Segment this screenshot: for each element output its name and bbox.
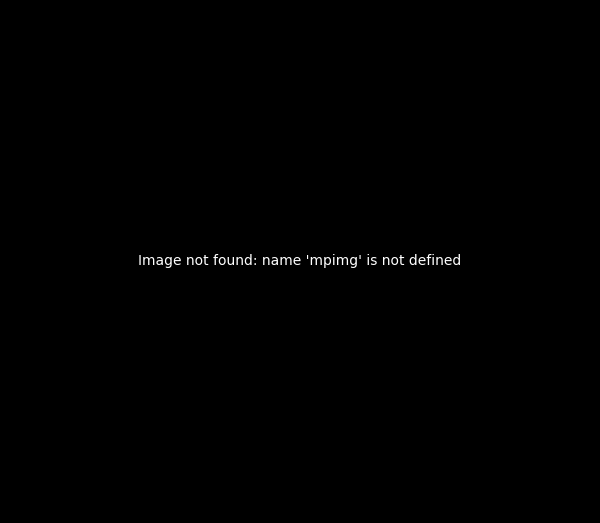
Text: Image not found: name 'mpimg' is not defined: Image not found: name 'mpimg' is not def… [139,255,461,268]
